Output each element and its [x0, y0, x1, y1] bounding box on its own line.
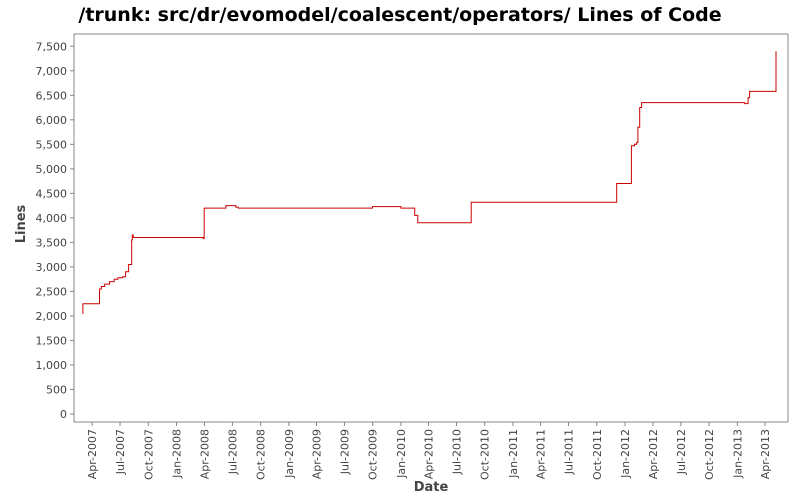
y-tick-label: 4,000: [36, 212, 68, 225]
x-tick-label: Apr-2008: [198, 429, 211, 479]
y-tick-label: 6,500: [36, 89, 68, 102]
chart-title: /trunk: src/dr/evomodel/coalescent/opera…: [78, 4, 722, 26]
x-axis: Apr-2007 Jul-2007 Oct-2007 Jan-2008 Apr-2008…: [86, 422, 772, 480]
y-tick-label: 7,000: [36, 65, 68, 78]
x-tick-label: Jul-2008: [226, 429, 239, 475]
x-tick-label: Jul-2009: [338, 429, 351, 475]
y-tick-label: 1,000: [36, 359, 68, 372]
series-line: [82, 51, 777, 314]
x-tick-label: Jul-2010: [450, 429, 463, 475]
y-tick-label: 5,000: [36, 163, 68, 176]
y-tick-label: 3,500: [36, 236, 68, 249]
y-tick-label: 6,000: [36, 114, 68, 127]
y-tick-label: 2,500: [36, 285, 68, 298]
y-tick-label: 3,000: [36, 261, 68, 274]
y-tick-label: 5,500: [36, 138, 68, 151]
x-tick-label: Apr-2009: [311, 429, 324, 479]
x-tick-label: Jan-2011: [507, 429, 520, 479]
y-tick-label: 7,500: [36, 40, 68, 53]
x-tick-label: Apr-2007: [86, 429, 99, 479]
x-tick-label: Jan-2009: [283, 429, 296, 479]
x-tick-label: Jan-2010: [395, 429, 408, 479]
y-tick-label: 0: [60, 408, 67, 421]
y-tick-label: 4,500: [36, 187, 68, 200]
series-layer: [82, 51, 777, 314]
x-tick-label: Jul-2012: [675, 429, 688, 475]
x-tick-label: Apr-2013: [759, 429, 772, 479]
x-tick-label: Apr-2012: [647, 429, 660, 479]
x-tick-label: Jan-2012: [619, 429, 632, 479]
x-tick-label: Oct-2009: [367, 429, 380, 480]
x-tick-label: Jan-2013: [731, 429, 744, 479]
x-tick-label: Apr-2011: [535, 429, 548, 479]
x-tick-label: Oct-2007: [142, 429, 155, 480]
x-tick-label: Oct-2011: [591, 429, 604, 480]
y-tick-label: 500: [46, 383, 67, 396]
x-tick-label: Apr-2010: [423, 429, 436, 479]
y-axis-title: Lines: [14, 204, 29, 243]
x-tick-label: Oct-2010: [479, 429, 492, 480]
x-tick-label: Jul-2011: [563, 429, 576, 475]
x-tick-label: Jul-2007: [114, 429, 127, 475]
plot-area: [73, 33, 789, 423]
y-tick-label: 2,000: [36, 310, 68, 323]
y-axis: 0 500 1,000 1,500 2,000 2,500 3,000 3,500 4,000 4…: [36, 40, 74, 421]
x-tick-label: Oct-2012: [703, 429, 716, 480]
x-axis-title: Date: [414, 480, 449, 495]
x-tick-label: Jan-2008: [171, 429, 184, 479]
y-tick-label: 1,500: [36, 334, 68, 347]
x-tick-label: Oct-2008: [255, 429, 268, 480]
